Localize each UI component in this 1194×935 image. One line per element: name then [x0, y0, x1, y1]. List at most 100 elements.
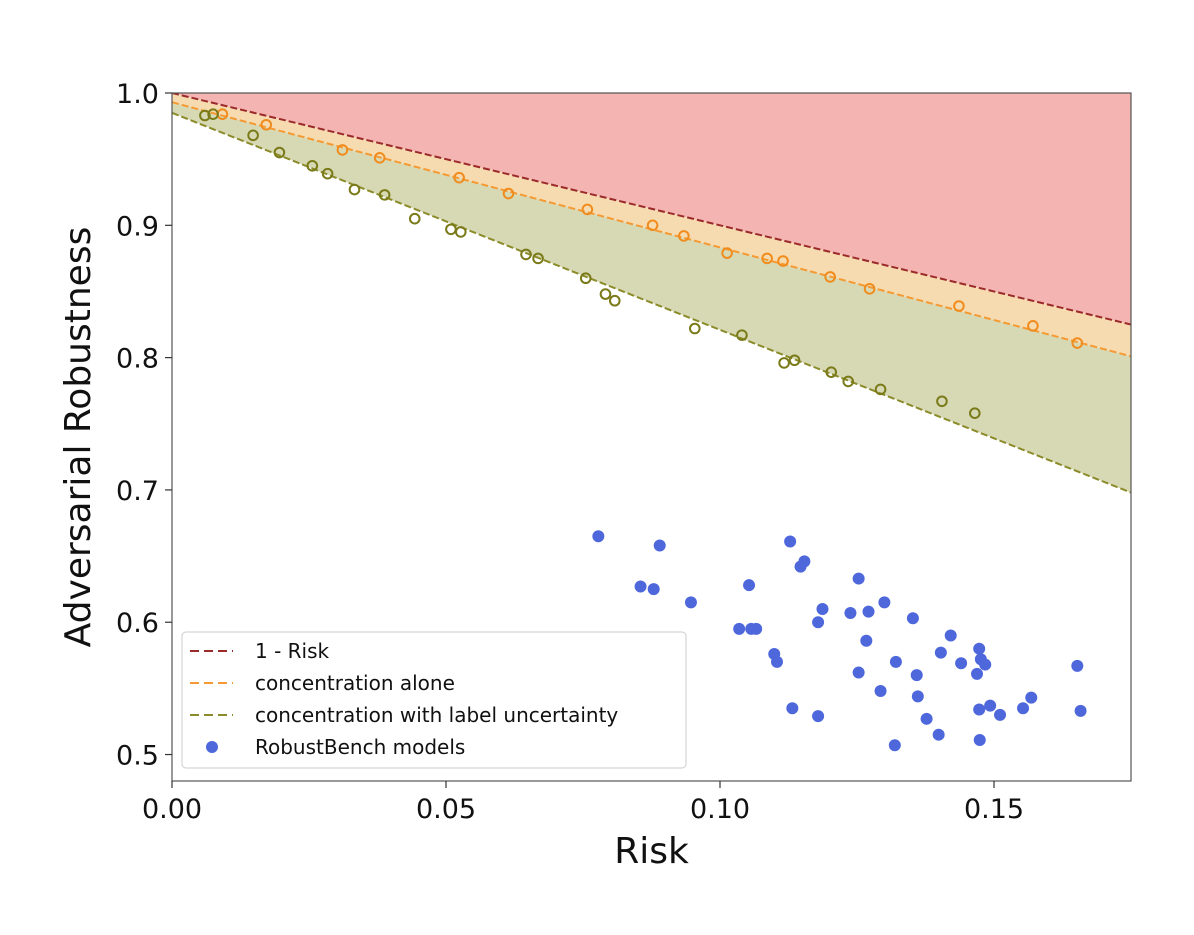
open-point	[502, 187, 515, 200]
y-tick-label: 0.9	[116, 211, 159, 242]
open-point	[378, 189, 391, 201]
data-point	[798, 555, 811, 568]
open-point	[321, 167, 334, 180]
y-axis-label: Adversarial Robustness	[58, 227, 99, 648]
y-tick-label: 1.0	[116, 79, 159, 110]
open-point	[336, 144, 349, 156]
legend-label: 1 - Risk	[255, 639, 330, 663]
open-point	[969, 407, 981, 419]
open-point	[273, 146, 286, 159]
legend-label: RobustBench models	[255, 735, 465, 759]
open-point	[520, 248, 532, 261]
data-point	[653, 539, 666, 552]
open-point	[678, 230, 690, 242]
data-point	[750, 622, 763, 635]
region-fill-2	[172, 102, 1131, 493]
data-point	[812, 710, 825, 723]
legend-label: concentration with label uncertainty	[255, 703, 618, 727]
open-point	[306, 159, 319, 172]
data-point	[984, 699, 997, 712]
open-point	[608, 294, 621, 307]
open-point	[599, 288, 612, 300]
data-point	[733, 622, 746, 635]
data-point	[862, 605, 875, 618]
data-point	[860, 634, 873, 647]
open-point	[581, 203, 594, 216]
open-point	[1071, 337, 1084, 349]
open-point	[953, 300, 965, 312]
y-tick-label: 0.7	[116, 476, 159, 507]
open-point	[445, 223, 457, 236]
data-point	[1017, 702, 1030, 715]
data-point	[932, 728, 945, 741]
open-point	[936, 395, 948, 408]
data-point	[786, 702, 799, 715]
open-point	[874, 383, 887, 396]
data-point	[634, 580, 647, 593]
open-point	[247, 129, 259, 142]
open-point	[788, 354, 801, 367]
open-point	[532, 252, 544, 265]
data-point	[920, 712, 933, 725]
data-point	[592, 530, 605, 543]
data-point	[770, 655, 783, 668]
data-point	[844, 606, 857, 619]
open-point	[408, 212, 421, 225]
data-point	[1071, 659, 1084, 672]
open-point	[842, 375, 855, 388]
data-point	[889, 655, 902, 668]
data-point	[971, 667, 984, 680]
data-point	[812, 616, 825, 629]
data-point	[1074, 704, 1087, 717]
open-point	[761, 252, 773, 265]
data-point	[955, 657, 968, 670]
y-tick-label: 0.8	[116, 344, 159, 375]
series-line-0	[172, 93, 1131, 326]
x-tick-label: 0.10	[690, 794, 750, 825]
open-point	[736, 329, 748, 341]
open-point	[579, 272, 592, 285]
data-point	[878, 596, 891, 609]
data-point	[973, 642, 986, 655]
open-point	[777, 255, 789, 267]
data-point	[994, 708, 1007, 721]
open-point	[778, 357, 790, 369]
data-point	[784, 535, 797, 548]
open-point	[863, 283, 876, 295]
open-point	[1027, 320, 1039, 332]
open-point	[688, 322, 701, 335]
data-point	[910, 669, 923, 682]
legend-box	[181, 631, 687, 769]
plot-frame	[171, 92, 1132, 782]
y-tick-label: 0.5	[116, 741, 159, 772]
data-point	[874, 685, 887, 698]
data-point	[647, 583, 660, 596]
open-point	[825, 366, 838, 378]
x-tick-label: 0.15	[964, 794, 1024, 825]
open-point	[646, 219, 659, 232]
y-tick-label: 0.6	[116, 608, 159, 639]
open-point	[207, 108, 219, 120]
data-point	[906, 612, 919, 625]
legend-dot-swatch	[206, 741, 218, 753]
open-point	[199, 109, 211, 122]
open-point	[824, 271, 836, 283]
data-point	[934, 646, 947, 659]
data-point	[973, 703, 986, 716]
data-point	[911, 690, 924, 703]
data-point	[944, 629, 957, 642]
open-point	[348, 183, 361, 196]
region-fill-1	[172, 93, 1131, 357]
data-point	[743, 579, 756, 592]
data-point	[973, 733, 986, 746]
x-axis-label: Risk	[614, 831, 689, 872]
x-tick-label: 0.00	[142, 794, 202, 825]
data-point	[816, 603, 829, 615]
data-point	[852, 572, 865, 585]
x-tick-label: 0.05	[416, 794, 476, 825]
open-point	[453, 171, 465, 184]
open-point	[721, 247, 733, 259]
legend-label: concentration alone	[255, 671, 455, 695]
data-point	[979, 658, 992, 671]
